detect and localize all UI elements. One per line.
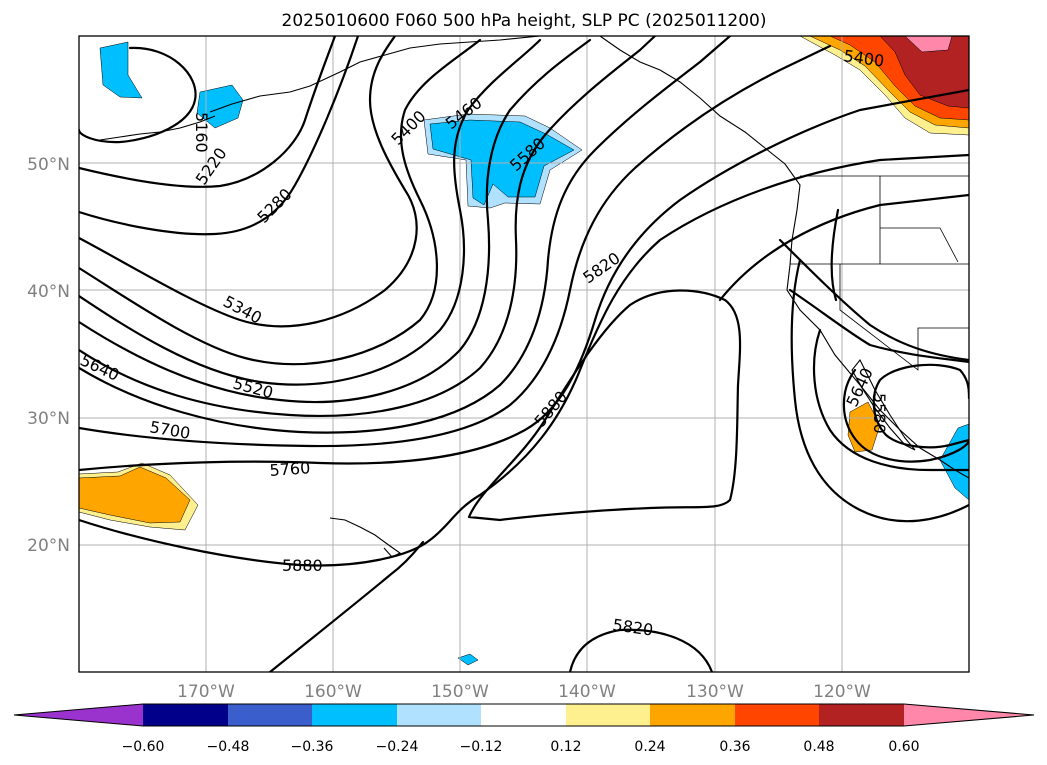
contour-5160 bbox=[79, 46, 197, 144]
colorbar-tick-label: 0.12 bbox=[550, 739, 581, 755]
contour-label: 5760 bbox=[269, 458, 311, 480]
colorbar-tick-label: −0.60 bbox=[122, 739, 165, 755]
alaska-coast bbox=[209, 36, 541, 113]
lon-label: 130°W bbox=[686, 682, 744, 702]
contour-5520 bbox=[79, 38, 592, 404]
colorbar-segment bbox=[228, 704, 312, 726]
contour-low-1 bbox=[778, 238, 969, 362]
contour-low-2 bbox=[788, 288, 969, 364]
colorbar-outline bbox=[13, 703, 1035, 727]
pos-anomaly-region-west-core bbox=[79, 466, 191, 524]
pos-anomaly-region-ne-060 bbox=[904, 36, 953, 53]
longitude-labels: 170°W 160°W 150°W 140°W 130°W 120°W bbox=[177, 682, 871, 702]
colorbar-segment bbox=[481, 704, 566, 726]
colorbar-tick-label: 0.60 bbox=[888, 739, 919, 755]
colorbar-tick-label: −0.24 bbox=[376, 739, 419, 755]
colorbar-tick-label: −0.48 bbox=[207, 739, 250, 755]
lat-label: 40°N bbox=[27, 282, 70, 302]
contour-5880-south bbox=[268, 540, 425, 672]
lon-label: 140°W bbox=[558, 682, 616, 702]
map-frame bbox=[78, 35, 970, 673]
map-area: 5160 5220 5280 5340 5400 5460 5520 5580 … bbox=[79, 36, 969, 672]
colorbar-tick-label: −0.36 bbox=[291, 739, 334, 755]
contour-low-4 bbox=[842, 368, 969, 463]
contour-label: 5880 bbox=[282, 556, 323, 575]
contour-5880-north bbox=[467, 289, 742, 522]
contour-5400 bbox=[79, 38, 482, 366]
colorbar-tick-label: −0.12 bbox=[460, 739, 503, 755]
contour-low-3 bbox=[812, 328, 969, 472]
contour-low-6 bbox=[790, 258, 969, 523]
contour-label: 5580 bbox=[870, 393, 889, 434]
height-contours bbox=[79, 36, 969, 672]
pos-anomaly-region-ne-048 bbox=[879, 36, 969, 109]
colorbar-segment bbox=[397, 704, 481, 726]
us-west-coast bbox=[786, 264, 969, 479]
colorbar: −0.60 −0.48 −0.36 −0.24 −0.12 0.12 0.24 … bbox=[13, 703, 1035, 755]
lon-label: 170°W bbox=[177, 682, 235, 702]
colorbar-segment bbox=[143, 704, 228, 726]
contour-5640 bbox=[79, 36, 732, 434]
latitude-labels: 50°N 40°N 30°N 20°N bbox=[27, 155, 70, 556]
colorbar-segment bbox=[312, 704, 397, 726]
contour-low-7 bbox=[830, 208, 840, 302]
neg-anomaly-region-nw bbox=[99, 41, 143, 99]
colorbar-tick-label: 0.24 bbox=[634, 739, 665, 755]
colorbar-extend-min bbox=[14, 704, 143, 726]
state-borders bbox=[790, 176, 969, 371]
colorbar-segment bbox=[650, 704, 735, 726]
contour-5820-bottom bbox=[568, 628, 714, 672]
lat-label: 30°N bbox=[27, 409, 70, 429]
contour-5580 bbox=[79, 36, 657, 418]
contour-5460 bbox=[79, 38, 542, 386]
colorbar-segment bbox=[735, 704, 819, 726]
colorbar-extend-max bbox=[904, 704, 1034, 726]
neg-anomaly-region-small bbox=[457, 653, 479, 666]
colorbar-segment bbox=[566, 704, 650, 726]
contour-5280 bbox=[79, 36, 360, 236]
lat-label: 20°N bbox=[27, 536, 70, 556]
colorbar-tick-label: 0.48 bbox=[803, 739, 834, 755]
contour-5340 bbox=[79, 36, 418, 328]
lat-label: 50°N bbox=[27, 155, 70, 175]
neg-anomaly-region-aleutian bbox=[196, 84, 244, 129]
figure-title: 2025010600 F060 500 hPa height, SLP PC (… bbox=[282, 11, 767, 31]
lon-label: 120°W bbox=[813, 682, 871, 702]
bc-coast bbox=[599, 36, 801, 266]
colorbar-ticks: −0.60 −0.48 −0.36 −0.24 −0.12 0.12 0.24 … bbox=[122, 739, 920, 755]
colorbar-tick-label: 0.36 bbox=[719, 739, 750, 755]
contour-5700 bbox=[79, 44, 832, 448]
contour-5880-east bbox=[718, 193, 969, 302]
lon-label: 160°W bbox=[304, 682, 362, 702]
colorbar-segment bbox=[819, 704, 904, 726]
contour-5220 bbox=[79, 36, 337, 188]
contour-label: 5160 bbox=[192, 112, 211, 153]
lon-label: 150°W bbox=[431, 682, 489, 702]
contour-5820 bbox=[79, 153, 969, 567]
